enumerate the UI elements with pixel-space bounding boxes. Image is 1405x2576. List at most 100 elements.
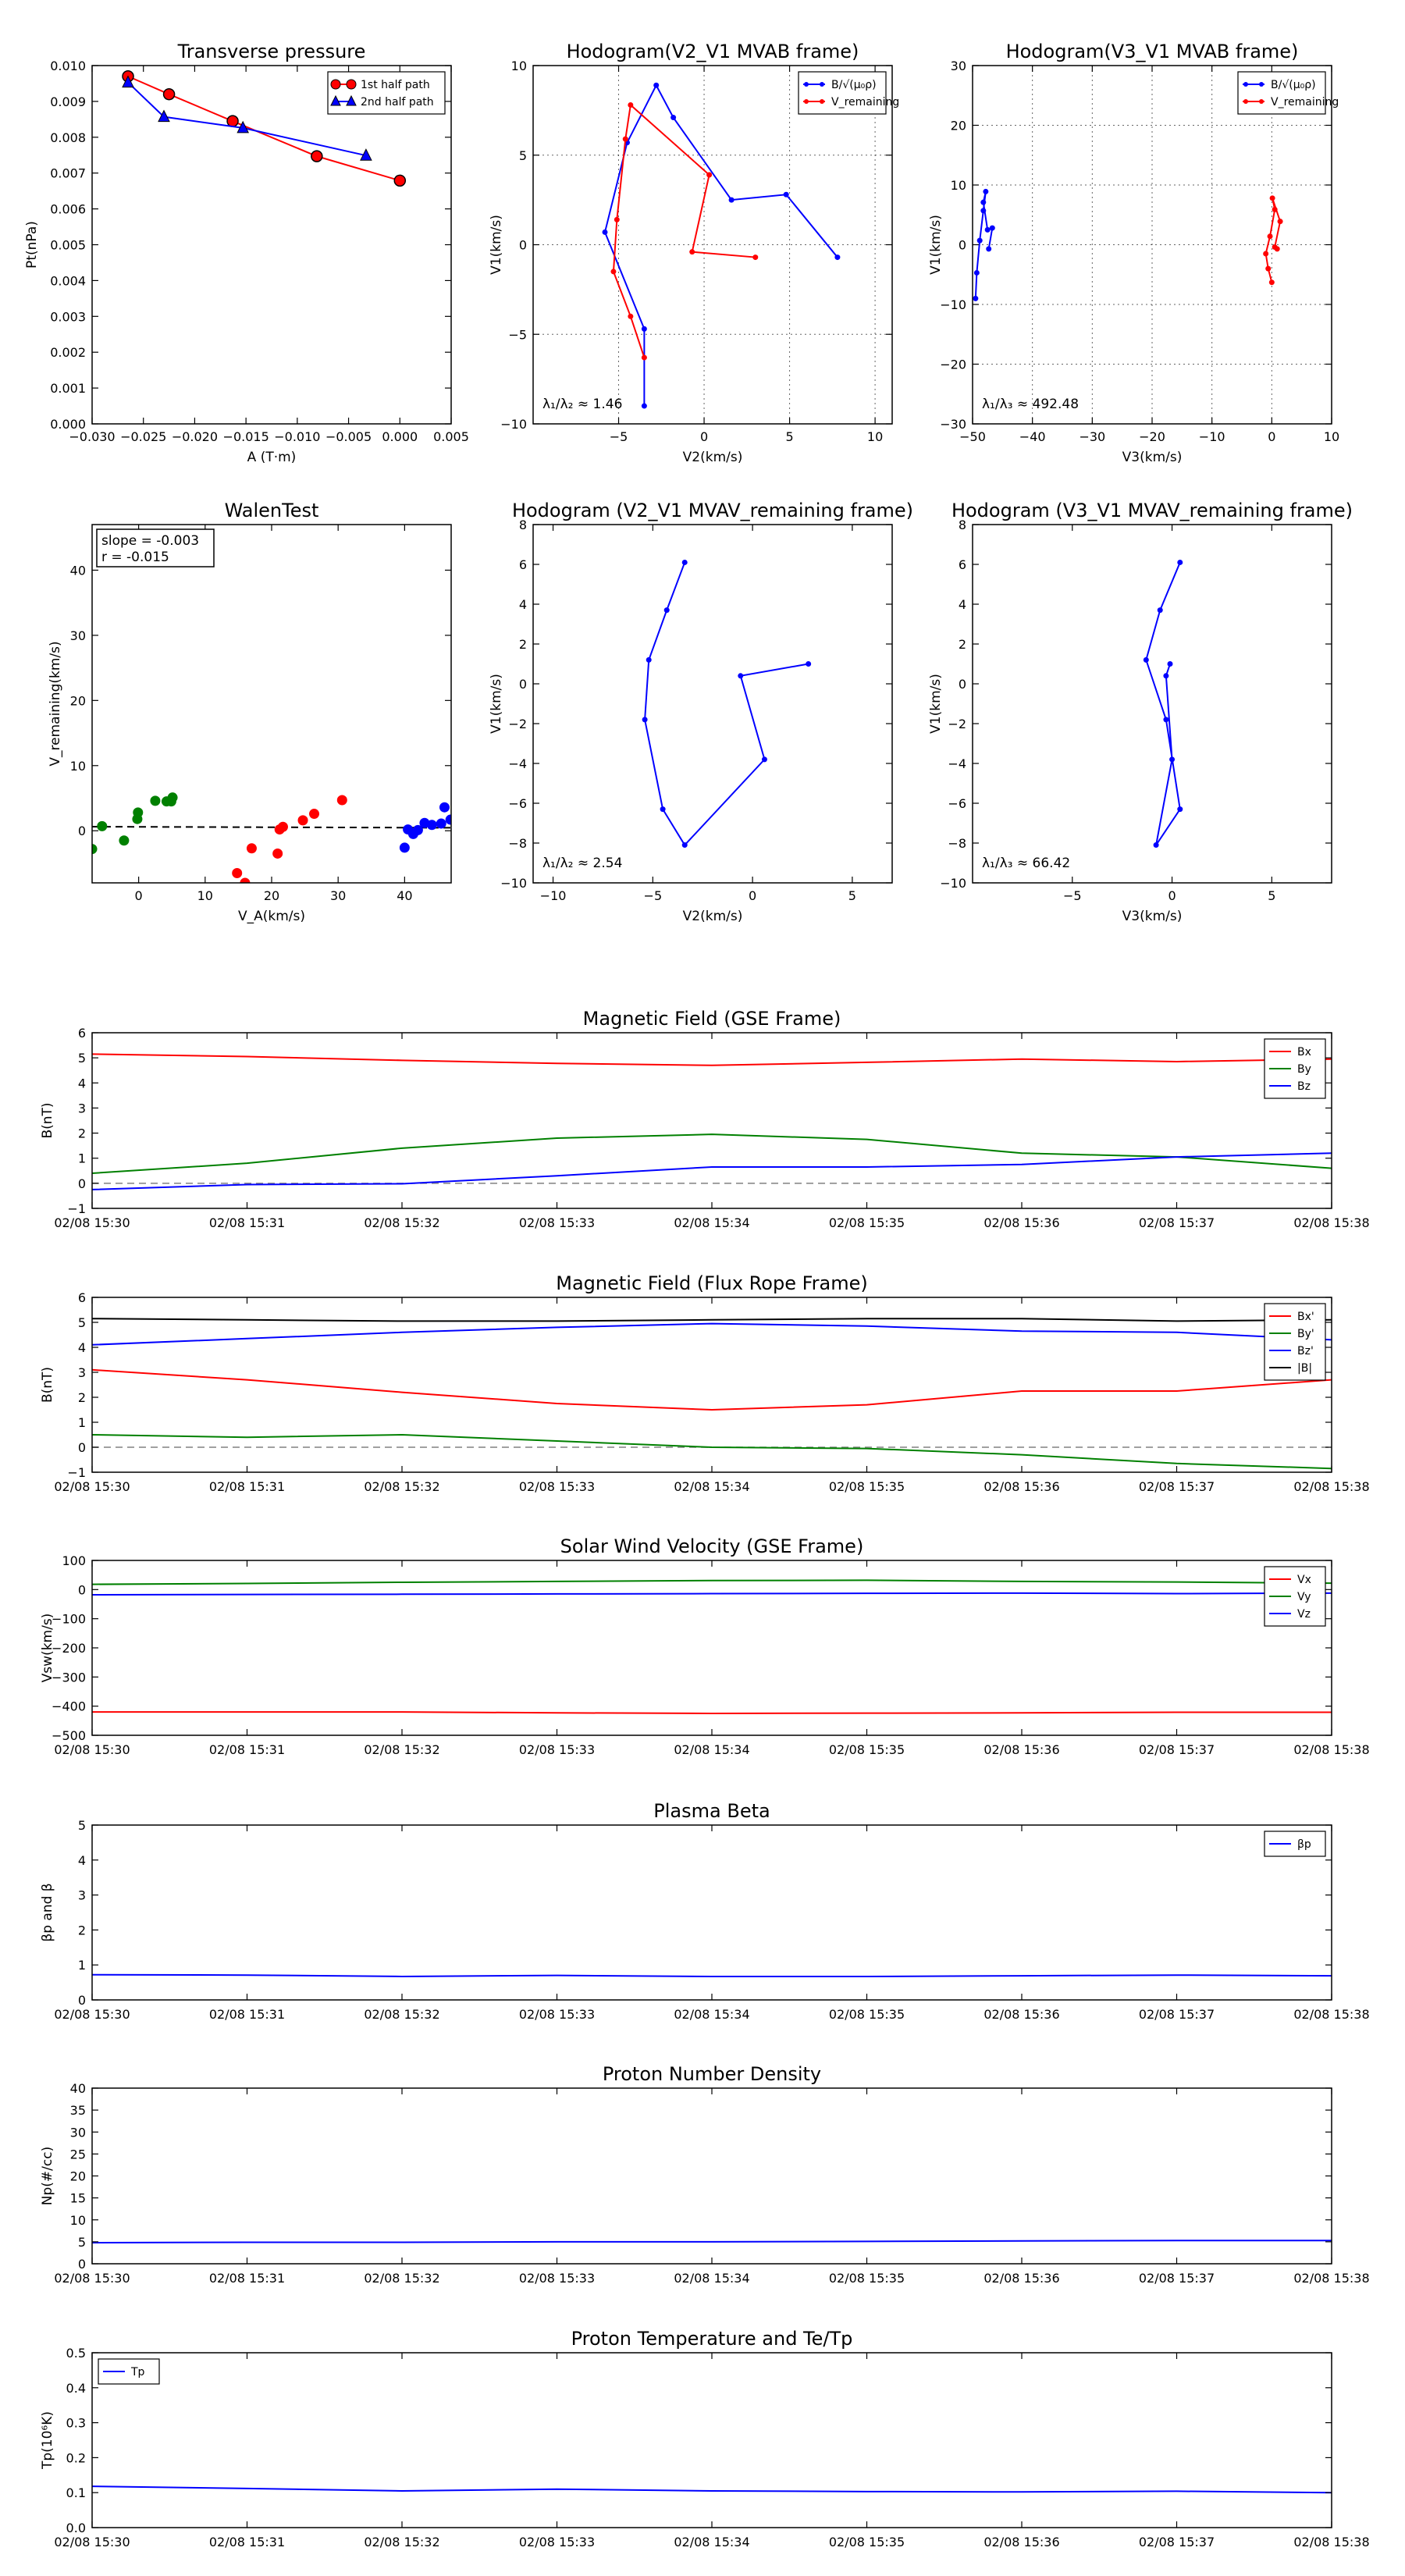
legend-label: βp xyxy=(1297,1838,1311,1851)
data-point xyxy=(984,226,991,233)
x-tick-label: 30 xyxy=(330,888,346,903)
data-point xyxy=(641,354,647,361)
y-tick-label: 0.3 xyxy=(66,2416,86,2431)
data-point xyxy=(983,188,989,194)
data-point xyxy=(806,661,812,667)
legend-label: Bz' xyxy=(1297,1345,1314,1357)
x-tick-label: 02/08 15:35 xyxy=(829,2007,905,2022)
data-point xyxy=(1265,265,1272,272)
data-point xyxy=(641,326,647,332)
series-line xyxy=(92,1152,1332,1190)
x-tick-label: 02/08 15:38 xyxy=(1293,1215,1369,1230)
data-point xyxy=(336,795,347,806)
x-tick-label: 02/08 15:36 xyxy=(984,2535,1059,2549)
series-by xyxy=(92,1133,1332,1174)
data-point xyxy=(976,237,983,244)
x-axis: 0 10 20 30 40 V_A(km/s) xyxy=(135,525,413,924)
legend-label: By' xyxy=(1297,1328,1314,1340)
y-axis: −10 −8 −6 −4 −2 0 2 4 6 8 V1(km/s) xyxy=(489,518,892,891)
x-tick-label: −5 xyxy=(610,429,628,444)
y-tick-label: 1 xyxy=(78,1958,86,1973)
y-axis: −10 −5 0 5 10 V1(km/s) xyxy=(489,59,892,432)
legend-marker xyxy=(346,79,357,90)
y-tick-label: 3 xyxy=(78,1888,86,1903)
series-v xyxy=(642,559,812,849)
plot-area xyxy=(92,2485,1332,2494)
data-point xyxy=(1169,756,1176,763)
plot-area xyxy=(1143,559,1183,849)
eigenvalue-ratio-label: λ₁/λ₂ ≈ 2.54 xyxy=(542,856,622,871)
y-tick-label: 4 xyxy=(78,1076,86,1091)
y-axis: 0.0 0.1 0.2 0.3 0.4 0.5 Tp(10⁶K) xyxy=(40,2346,1332,2535)
x-tick-label: 0 xyxy=(700,429,708,444)
data-point xyxy=(628,101,634,108)
chart-title: Proton Temperature and Te/Tp xyxy=(571,2328,853,2350)
y-tick-label: 0.0 xyxy=(66,2521,86,2535)
y-axis-label: Pt(nPa) xyxy=(24,221,40,269)
x-tick-label: 02/08 15:35 xyxy=(829,2271,905,2286)
x-tick-label: 02/08 15:30 xyxy=(54,2535,130,2549)
data-point xyxy=(309,809,320,820)
x-axis: −10 −5 0 5 V2(km/s) xyxy=(540,525,856,924)
y-tick-label: 10 xyxy=(951,178,966,193)
x-tick-label: 02/08 15:33 xyxy=(519,2007,595,2022)
data-point xyxy=(445,814,451,825)
x-tick-label: −0.030 xyxy=(69,429,115,444)
x-tick-label: −5 xyxy=(644,888,663,903)
x-tick-label: 02/08 15:30 xyxy=(54,2271,130,2286)
legend-label: B/√(μ₀ρ) xyxy=(1271,79,1316,91)
data-point xyxy=(834,254,841,261)
y-tick-label: −10 xyxy=(940,297,966,312)
y-tick-label: 8 xyxy=(519,518,527,532)
x-axis: 02/08 15:30 02/08 15:31 02/08 15:32 02/08 1… xyxy=(54,1825,1370,2022)
legend: B/√(μ₀ρ) V_remaining xyxy=(798,71,899,115)
series-line xyxy=(644,562,809,847)
y-axis: −30 −20 −10 0 10 20 30 V1(km/s) xyxy=(928,59,1332,432)
y-tick-label: 30 xyxy=(951,59,966,73)
y-tick-label: 100 xyxy=(62,1553,86,1568)
x-axis-label: V2(km/s) xyxy=(683,450,743,465)
y-tick-label: 30 xyxy=(70,628,86,643)
data-point xyxy=(439,802,450,813)
y-tick-label: 8 xyxy=(959,518,966,532)
legend-item: Bz xyxy=(1269,1080,1311,1093)
data-point xyxy=(670,115,677,121)
y-tick-label: −100 xyxy=(52,1612,86,1627)
data-point xyxy=(1143,656,1149,663)
x-axis: −50 −40 −30 −20 −10 0 10 V3(km/s) xyxy=(959,66,1339,465)
y-tick-label: 0.009 xyxy=(50,94,86,109)
data-point xyxy=(162,87,176,101)
legend-marker xyxy=(1259,82,1264,87)
panel-hodo-v3-mvav: Hodogram (V3_V1 MVAV_remaining frame)−10… xyxy=(928,500,1353,924)
x-tick-label: 02/08 15:34 xyxy=(674,1215,749,1230)
y-tick-label: 0.5 xyxy=(66,2346,86,2361)
data-point xyxy=(1163,717,1169,723)
x-tick-label: 02/08 15:35 xyxy=(829,1742,905,1757)
x-tick-label: 02/08 15:34 xyxy=(674,1479,749,1494)
data-point xyxy=(986,246,992,252)
x-axis: 02/08 15:30 02/08 15:31 02/08 15:32 02/08 1… xyxy=(54,2353,1370,2549)
panel-b-gse: Magnetic Field (GSE Frame) −1 0 1 2 3 4 5 6 B(nT)… xyxy=(40,1008,1370,1230)
y-tick-label: 30 xyxy=(70,2125,86,2140)
x-tick-label: 02/08 15:33 xyxy=(519,1479,595,1494)
legend-frame xyxy=(327,71,446,115)
chart-title: Proton Number Density xyxy=(603,2063,821,2085)
axes-frame xyxy=(91,2087,1332,2265)
data-point xyxy=(237,120,250,133)
legend-label: V_remaining xyxy=(1271,96,1339,109)
y-axis-label: Vsw(km/s) xyxy=(40,1614,55,1683)
y-tick-label: 4 xyxy=(78,1340,86,1355)
data-point xyxy=(1267,233,1273,240)
x-tick-label: 02/08 15:32 xyxy=(364,1479,439,1494)
y-tick-label: 4 xyxy=(519,597,527,612)
x-tick-label: 02/08 15:36 xyxy=(984,2271,1059,2286)
legend: B/√(μ₀ρ) V_remaining xyxy=(1237,71,1339,115)
panel-walen: WalenTest 0 10 20 30 40 V_remaining(km/s) 0 10 20… xyxy=(48,500,452,924)
data-point xyxy=(706,172,713,178)
stats-line: slope = -0.003 xyxy=(101,533,199,549)
y-tick-label: −2 xyxy=(508,717,527,731)
y-axis-label: B(nT) xyxy=(40,1367,55,1403)
chart-title: WalenTest xyxy=(225,500,319,521)
